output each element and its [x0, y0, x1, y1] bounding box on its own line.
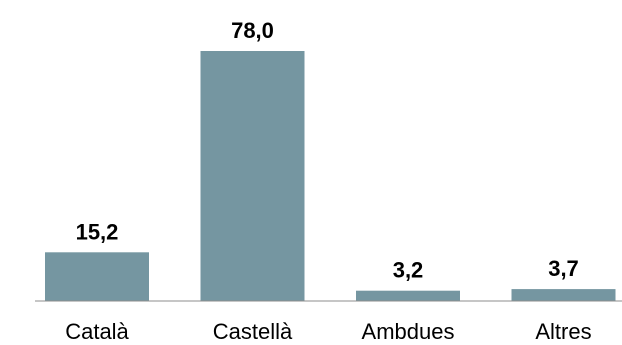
value-label-ambdues: 3,2	[393, 258, 424, 283]
value-label-castella: 78,0	[231, 18, 274, 43]
bar-altres	[511, 289, 616, 301]
value-label-catala: 15,2	[76, 219, 119, 244]
value-labels-group: 15,2 78,0 3,2 3,7	[76, 18, 579, 283]
category-label-catala: Català	[65, 319, 129, 344]
category-label-altres: Altres	[535, 319, 591, 344]
bars-group	[45, 51, 616, 301]
category-labels-group: Català Castellà Ambdues Altres	[65, 319, 591, 344]
category-label-ambdues: Ambdues	[362, 319, 455, 344]
bar-ambdues	[356, 290, 460, 301]
bar-castella	[200, 51, 305, 301]
category-label-castella: Castellà	[213, 319, 293, 344]
bar-catala	[45, 252, 149, 301]
value-label-altres: 3,7	[548, 256, 579, 281]
